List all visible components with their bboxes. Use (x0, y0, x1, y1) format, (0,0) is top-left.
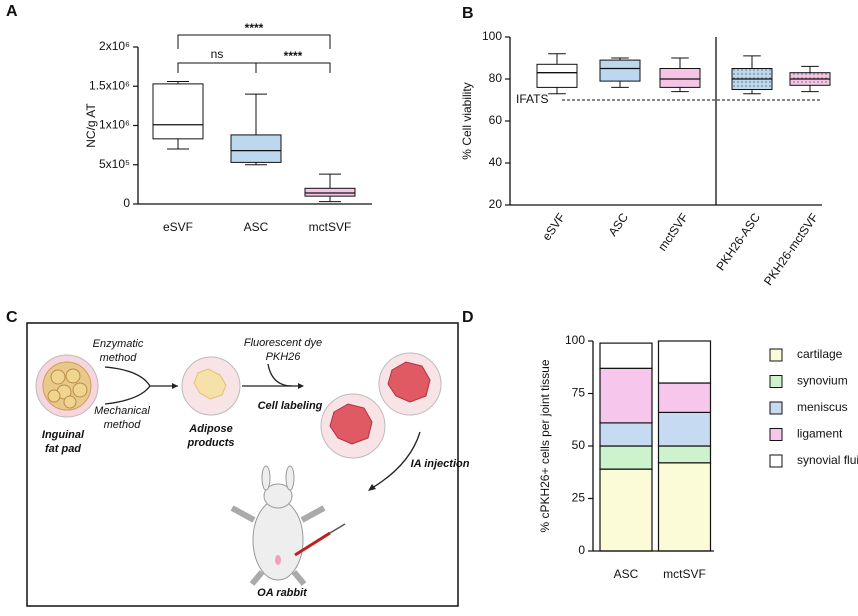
y-axis-label: NC/g AT (84, 103, 98, 148)
y-tick-label: 60 (489, 113, 503, 127)
arrow (104, 366, 178, 405)
box (152, 83, 204, 140)
legend-swatch (769, 348, 783, 362)
panel-label: D (462, 309, 474, 326)
arrow (371, 431, 421, 489)
significance-bracket (177, 34, 331, 49)
x-tick-label: mctSVF (663, 567, 706, 581)
bar-segment (599, 367, 653, 424)
legend-swatch (769, 454, 783, 468)
diagram: Enzymatic method Mechanical method Ingui… (26, 322, 470, 607)
y-axis-label: % Cell viability (460, 82, 474, 159)
diagram-text: fat pad (45, 443, 81, 455)
y-tick-label: 100 (565, 333, 585, 347)
x-tick-label: eSVF (163, 220, 193, 234)
x-tick-label: mctSVF (309, 220, 352, 234)
y-tick-label: 100 (482, 29, 502, 43)
fat-pad-icon (35, 354, 99, 418)
significance-label: **** (284, 49, 303, 63)
y-tick-label: 50 (572, 438, 586, 452)
y-axis-label: % cPKH26+ cells per joint tissue (538, 359, 552, 532)
panel-label: B (462, 5, 474, 22)
panel-label: C (6, 309, 18, 326)
diagram-text: Inguinal (42, 429, 85, 441)
panel-label: A (6, 3, 18, 20)
box (599, 59, 641, 82)
arrow-head (298, 383, 304, 389)
diagram-text: Enzymatic (93, 338, 144, 350)
x-tick-label: PKH26-mctSVF (761, 211, 821, 288)
legend-label: meniscus (797, 400, 848, 414)
bar-segment (657, 411, 712, 447)
y-tick-label: 80 (489, 71, 503, 85)
diagram-text: products (186, 437, 234, 449)
arrow (267, 363, 293, 387)
bar-segment (599, 422, 653, 447)
bar-segment (657, 340, 712, 384)
diagram-text: method (104, 419, 142, 431)
legend-swatch (769, 428, 783, 441)
significance-label: **** (245, 21, 264, 35)
y-tick-label: 20 (489, 197, 503, 211)
diagram-text: Cell labeling (258, 400, 323, 412)
box (659, 68, 701, 88)
legend-label: synovial fluid (797, 453, 858, 467)
x-tick-label: eSVF (539, 211, 568, 244)
reference-label: IFATS (516, 92, 548, 106)
arrow-head (368, 484, 376, 491)
legend-label: synovium (797, 374, 848, 388)
y-tick-label: 0 (578, 543, 585, 557)
bar-segment (657, 382, 712, 413)
y-tick-label: 25 (572, 491, 586, 505)
x-tick-label: ASC (605, 210, 631, 239)
bar-segment (657, 462, 712, 552)
legend-label: cartilage (797, 347, 843, 361)
diagram-text: IA injection (411, 458, 470, 470)
y-tick-label: 1x10⁶ (99, 118, 130, 132)
bar-segment (599, 445, 653, 470)
arrow-head (172, 383, 178, 389)
box (304, 187, 356, 197)
bar-segment (599, 342, 653, 369)
y-tick-label: 75 (572, 386, 586, 400)
significance-bracket (255, 62, 331, 73)
x-tick-label: ASC (244, 220, 269, 234)
diagram-text: Fluorescent dye (244, 337, 322, 349)
legend-swatch (769, 375, 783, 388)
significance-bracket (177, 62, 257, 73)
dish-icon (181, 356, 241, 416)
legend-swatch (769, 401, 783, 415)
y-tick-label: 40 (489, 155, 503, 169)
y-tick-label: 0 (123, 196, 130, 210)
diagram-text: Adipose (188, 423, 232, 435)
bar-segment (599, 468, 653, 552)
x-tick-label: mctSVF (655, 211, 691, 254)
rabbit-icon (230, 465, 346, 586)
y-tick-label: 1.5x10⁶ (89, 78, 130, 92)
x-tick-label: ASC (614, 567, 639, 581)
y-tick-label: 2x10⁶ (99, 39, 130, 53)
diagram-text: OA rabbit (257, 587, 308, 599)
diagram-text: method (100, 352, 138, 364)
legend-label: ligament (797, 427, 843, 441)
box (230, 134, 282, 163)
y-tick-label: 5x10⁵ (99, 157, 130, 171)
diagram-frame (26, 322, 459, 607)
diagram-text: Mechanical (94, 405, 150, 417)
dish-icon (320, 352, 442, 459)
diagram-text: PKH26 (266, 351, 302, 363)
significance-label: ns (211, 47, 224, 61)
bar-segment (657, 445, 712, 464)
box (536, 63, 578, 88)
x-tick-label: PKH26-ASC (713, 210, 763, 273)
